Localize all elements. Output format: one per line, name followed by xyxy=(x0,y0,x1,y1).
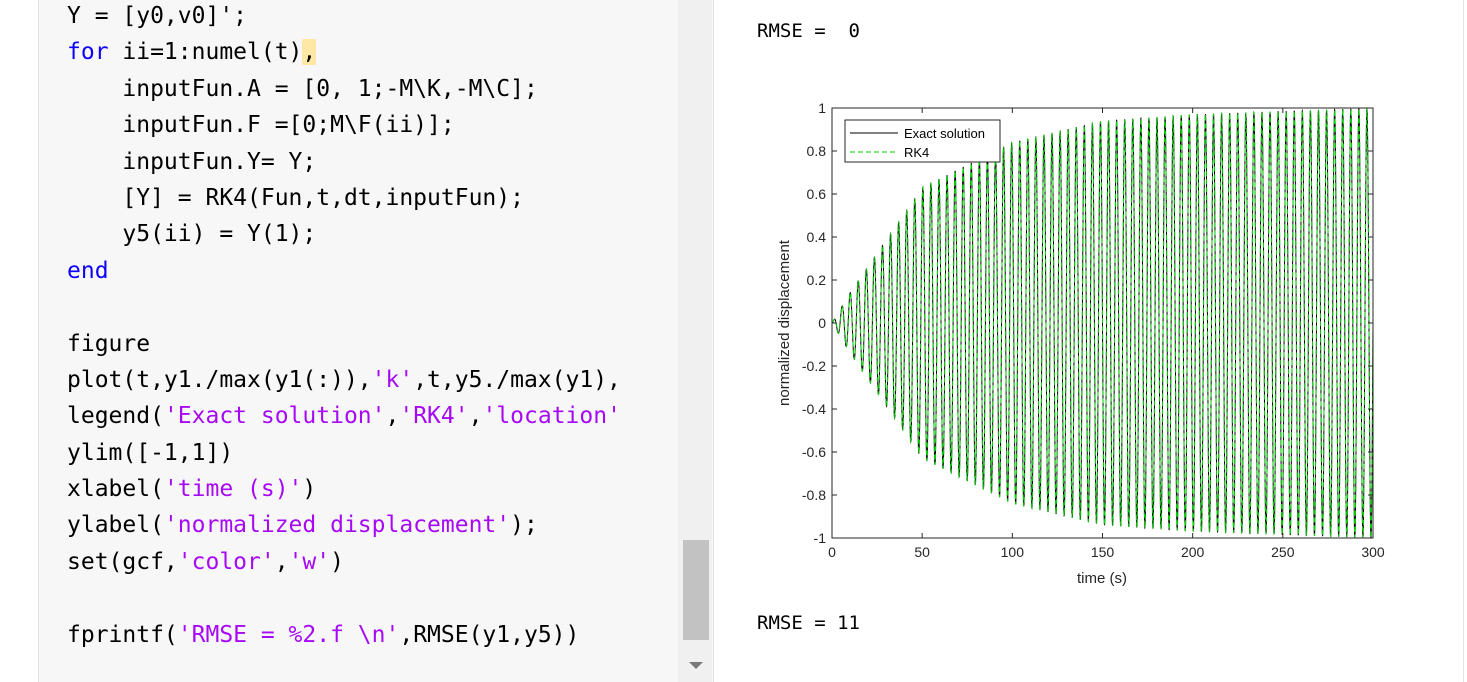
code-line[interactable]: inputFun.Y= Y; xyxy=(67,144,621,180)
output-rmse-second: RMSE = 11 xyxy=(757,612,860,634)
code-string: 'w' xyxy=(288,548,331,575)
series-rk4 xyxy=(831,108,1374,538)
code-string: 'color' xyxy=(177,548,275,575)
code-line[interactable]: end xyxy=(67,253,621,289)
x-tick-label: 100 xyxy=(1001,544,1025,560)
code-line[interactable]: fprintf('RMSE = %2.f \n',RMSE(y1,y5)) xyxy=(67,617,621,653)
code-token: , xyxy=(385,403,400,430)
code-token: inputFun.F =[0;M\F(ii)]; xyxy=(67,112,455,139)
code-token: ylabel( xyxy=(67,512,164,539)
code-token: , xyxy=(468,403,483,430)
code-token: [Y] = RK4(Fun,t,dt,inputFun); xyxy=(67,184,524,211)
code-token: ,t,y5./max(y1), xyxy=(413,366,621,393)
code-token: legend( xyxy=(67,403,164,430)
code-token: xlabel( xyxy=(67,476,164,503)
code-line[interactable]: xlabel('time (s)') xyxy=(67,471,621,507)
x-axis-label: time (s) xyxy=(1077,570,1127,587)
code-lines: Y = [y0,v0]'; for ii=1:numel(t), inputFun… xyxy=(67,0,621,653)
code-line[interactable]: plot(t,y1./max(y1(:)),'k',t,y5./max(y1), xyxy=(67,362,621,398)
code-string: 'RK4' xyxy=(399,403,469,430)
code-token: set(gcf, xyxy=(67,548,178,575)
code-line[interactable]: [Y] = RK4(Fun,t,dt,inputFun); xyxy=(67,180,621,216)
y-tick-label: 0.6 xyxy=(807,186,827,202)
x-tick-label: 300 xyxy=(1361,544,1385,560)
code-token: ) xyxy=(302,476,317,503)
code-keyword: for xyxy=(67,39,109,66)
code-string: 'Exact solution' xyxy=(163,403,386,430)
output-figure: 0 50 100 150 200 250 300 -1 -0.8 -0.6 -0.4 -0.2 0 0.2… xyxy=(760,90,1390,595)
code-line[interactable]: legend('Exact solution','RK4','location' xyxy=(67,398,621,434)
legend-box xyxy=(844,119,1001,163)
y-tick-label: 1 xyxy=(818,100,826,116)
scroll-down-arrow-icon[interactable] xyxy=(689,662,703,669)
code-token: ); xyxy=(510,512,538,539)
pane-border xyxy=(1463,0,1464,682)
code-string: 'k' xyxy=(371,366,414,393)
x-tick-label: 200 xyxy=(1181,544,1205,560)
code-token: Y = [y0,v0]'; xyxy=(67,3,248,29)
y-tick-label: -1 xyxy=(814,530,827,546)
output-rmse-first: RMSE = 0 xyxy=(757,20,860,42)
code-line[interactable] xyxy=(67,289,621,325)
code-line[interactable]: Y = [y0,v0]'; xyxy=(67,0,621,34)
code-token: figure xyxy=(67,330,151,357)
code-token: ylim([-1,1]) xyxy=(67,439,234,466)
plot-series xyxy=(831,108,1374,538)
code-string: 'RMSE = %2.f \n' xyxy=(177,621,400,648)
code-token: y5(ii) = Y(1); xyxy=(67,221,317,248)
code-string: 'time (s)' xyxy=(163,476,303,503)
y-tick-label: 0.2 xyxy=(807,272,827,288)
x-tick-label: 50 xyxy=(914,544,930,560)
code-token: ii=1:numel(t) xyxy=(108,39,303,66)
code-line[interactable]: figure xyxy=(67,326,621,362)
code-line[interactable]: ylabel('normalized displacement'); xyxy=(67,507,621,543)
code-token: ,RMSE(y1,y5)) xyxy=(399,621,580,648)
left-margin xyxy=(0,0,38,682)
editor-scrollbar-thumb[interactable] xyxy=(683,540,709,640)
code-token: inputFun.Y= Y; xyxy=(67,148,317,175)
code-editor[interactable]: Y = [y0,v0]'; for ii=1:numel(t), inputFun… xyxy=(38,0,714,682)
legend-label-exact: Exact solution xyxy=(904,126,985,141)
code-line[interactable]: set(gcf,'color','w') xyxy=(67,544,621,580)
code-line[interactable]: for ii=1:numel(t), xyxy=(67,34,621,70)
y-tick-label: -0.2 xyxy=(802,358,826,374)
code-highlight: , xyxy=(302,39,317,66)
legend: Exact solution RK4 xyxy=(844,119,1001,163)
code-string: 'location' xyxy=(482,403,621,430)
x-tick-label: 250 xyxy=(1271,544,1295,560)
code-token: ) xyxy=(330,548,344,575)
legend-label-rk4: RK4 xyxy=(904,145,929,160)
code-line[interactable]: inputFun.F =[0;M\F(ii)]; xyxy=(67,107,621,143)
x-tick-label: 0 xyxy=(828,544,836,560)
y-tick-label: -0.8 xyxy=(802,487,826,503)
code-token: , xyxy=(274,548,289,575)
y-tick-label: 0 xyxy=(818,315,826,331)
y-tick-label: 0.4 xyxy=(807,229,827,245)
code-line[interactable]: ylim([-1,1]) xyxy=(67,435,621,471)
code-keyword: end xyxy=(67,257,109,284)
y-axis-label: normalized displacement xyxy=(776,239,793,406)
code-string: 'normalized displacement' xyxy=(163,512,511,539)
code-token: inputFun.A = [0, 1;-M\K,-M\C]; xyxy=(67,75,538,102)
axes-ticks: 0 50 100 150 200 250 300 -1 -0.8 -0.6 -0.4 -0.2 0 0.2… xyxy=(802,100,1385,560)
code-line[interactable]: y5(ii) = Y(1); xyxy=(67,216,621,252)
y-tick-label: -0.4 xyxy=(802,401,826,417)
y-tick-label: -0.6 xyxy=(802,444,826,460)
code-line[interactable] xyxy=(67,580,621,616)
code-token: plot(t,y1./max(y1(:)), xyxy=(67,366,372,393)
code-line[interactable]: inputFun.A = [0, 1;-M\K,-M\C]; xyxy=(67,71,621,107)
code-token: fprintf( xyxy=(67,621,178,648)
x-tick-label: 150 xyxy=(1091,544,1115,560)
y-tick-label: 0.8 xyxy=(807,143,827,159)
